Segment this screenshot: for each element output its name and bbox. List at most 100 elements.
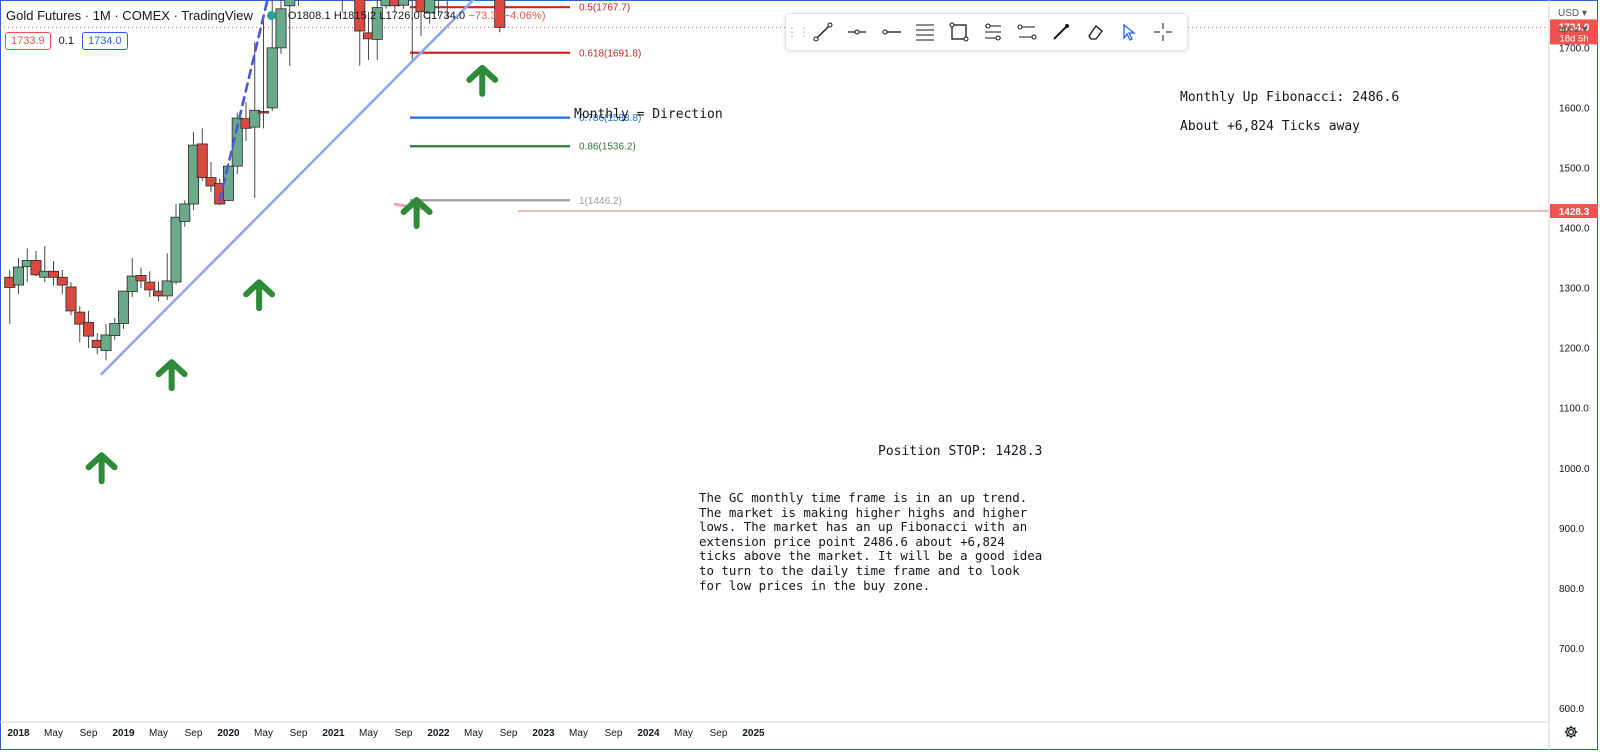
candle-body <box>100 334 112 351</box>
fib-channel-icon[interactable] <box>1010 17 1044 47</box>
candle-body <box>196 143 208 178</box>
x-tick-label: 2023 <box>532 728 555 739</box>
high-value: H1815.2 <box>333 9 377 22</box>
candle-body <box>249 109 261 128</box>
candle-body <box>109 323 121 336</box>
open-value: O1808.1 <box>287 9 331 22</box>
cursor-icon[interactable] <box>1112 17 1146 47</box>
brush-icon[interactable] <box>1044 17 1078 47</box>
x-tick-label: May <box>149 728 168 739</box>
candle-body <box>144 281 156 291</box>
parallel-channel-icon[interactable] <box>976 17 1010 47</box>
candle-body <box>380 0 392 7</box>
change-value: −73.3 (−4.06%) <box>468 9 546 22</box>
ohlc-readout: O1808.1 H1815.2 L1726.0 C1734.0 −73.3 (−… <box>288 10 546 22</box>
candle-body <box>494 0 506 28</box>
drawing-toolbar: ⋮⋮ <box>785 13 1188 51</box>
x-tick-label: May <box>44 728 63 739</box>
y-tick-label: 1000.0 <box>1559 464 1590 475</box>
ray-icon[interactable] <box>840 17 874 47</box>
trend-line-icon[interactable] <box>806 17 840 47</box>
market-status-icon <box>266 11 276 20</box>
candle-body <box>83 321 95 337</box>
y-tick-label: 800.0 <box>1559 584 1584 595</box>
axis-labels-layer: 600.0 700.0 800.0 900.0 1000.0 1100.0 1200.0 13… <box>7 43 1590 739</box>
x-tick-label: May <box>254 728 273 739</box>
candle-body <box>135 275 147 282</box>
x-tick-label: Sep <box>80 728 98 739</box>
candle-body <box>65 286 77 312</box>
x-tick-label: Sep <box>185 728 203 739</box>
y-tick-label: 1100.0 <box>1559 404 1589 415</box>
candle-body <box>30 260 42 276</box>
buy-button[interactable]: 1734.0 <box>81 32 128 50</box>
close-value: C1734.0 <box>422 9 466 22</box>
fib-level-label: 1(1446.2) <box>579 196 622 207</box>
markers-layer <box>85 64 499 485</box>
candle-body <box>56 276 68 286</box>
price-level-tag <box>1550 204 1598 219</box>
last-price-tag <box>1550 19 1598 45</box>
symbol-header: Gold Futures · 1M · COMEX · TradingView … <box>6 8 546 23</box>
candle-body <box>284 0 296 7</box>
y-tick-label: 1700.0 <box>1559 43 1590 54</box>
y-tick-label: 900.0 <box>1559 524 1584 535</box>
y-tick-label: 1600.0 <box>1559 103 1590 114</box>
y-tick-label: 700.0 <box>1559 644 1584 655</box>
rectangle-icon[interactable] <box>942 17 976 47</box>
symbol-title[interactable]: Gold Futures · 1M · COMEX · TradingView <box>6 8 253 23</box>
y-tick-label: 1400.0 <box>1559 224 1590 235</box>
candle-body <box>12 266 24 286</box>
candle-body <box>74 311 86 325</box>
fibonacci-layer: -0.618(2486.6)-0.27(2262.8)-0.18(2204.9)… <box>393 3 641 212</box>
price-level-tag-text: 1428.3 <box>1559 207 1590 218</box>
y-tick-label: 1300.0 <box>1559 284 1590 295</box>
candle-body <box>371 7 383 40</box>
x-tick-label: 2024 <box>637 728 660 739</box>
x-tick-label: Sep <box>290 728 308 739</box>
x-tick-label: May <box>359 728 378 739</box>
y-tick-label: 600.0 <box>1559 704 1584 715</box>
crosshair-icon[interactable] <box>1146 17 1180 47</box>
spread-value: 0.1 <box>58 35 74 47</box>
x-tick-label: Sep <box>605 728 623 739</box>
candle-body <box>205 177 217 187</box>
settings-gear-icon[interactable] <box>1564 725 1578 744</box>
x-tick-label: Sep <box>710 728 728 739</box>
candle-body <box>48 270 60 278</box>
sell-button[interactable]: 1733.9 <box>5 32 51 50</box>
candle-body <box>231 117 243 167</box>
x-tick-label: May <box>569 728 588 739</box>
analysis-comment: The GC monthly time frame is in an up tr… <box>699 490 1043 593</box>
currency-selector[interactable]: USD ▾ <box>1558 8 1587 19</box>
fib-target-annotation: Monthly Up Fibonacci: 2486.6 <box>1180 90 1399 105</box>
direction-annotation: Monthly = Direction <box>574 107 723 122</box>
fib-retracement-icon[interactable] <box>908 17 942 47</box>
x-tick-label: 2019 <box>112 728 135 739</box>
x-tick-label: 2025 <box>742 728 765 739</box>
eraser-icon[interactable] <box>1078 17 1112 47</box>
x-tick-label: 2020 <box>217 728 240 739</box>
candle-body <box>257 111 269 114</box>
candle-body <box>424 0 436 14</box>
grip-icon[interactable]: ⋮⋮ <box>786 25 810 39</box>
candle-body <box>170 216 182 283</box>
candle-body <box>179 203 191 222</box>
ticks-away-annotation: About +6,824 Ticks away <box>1180 119 1360 134</box>
low-value: L1726.0 <box>379 9 420 22</box>
scale-mode-selector[interactable]: apoz ▾ <box>1558 24 1588 35</box>
stop-annotation: Position STOP: 1428.3 <box>878 444 1042 459</box>
x-tick-label: 2021 <box>322 728 345 739</box>
x-tick-label: Sep <box>500 728 518 739</box>
horizontal-ray-icon[interactable] <box>874 17 908 47</box>
candle-body <box>275 8 287 49</box>
candle-body <box>389 0 401 7</box>
x-tick-label: Sep <box>395 728 413 739</box>
trendline <box>100 0 476 376</box>
candle-body <box>397 0 409 6</box>
y-tick-label: 1200.0 <box>1559 344 1590 355</box>
fib-level-label: 0.86(1536.2) <box>579 142 636 153</box>
